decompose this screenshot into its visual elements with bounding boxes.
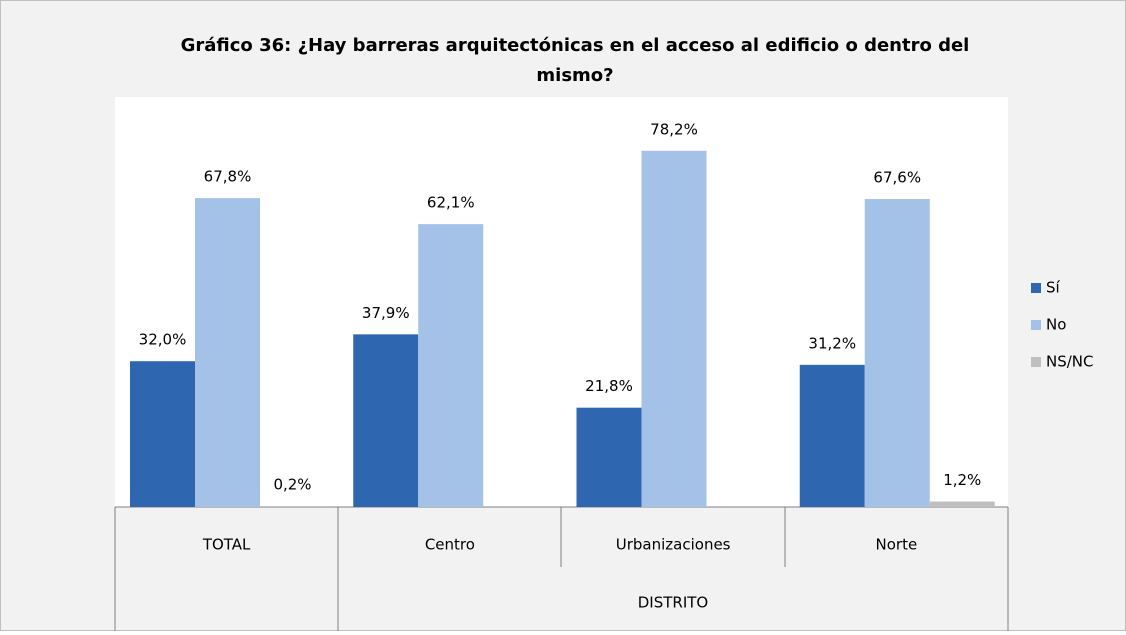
legend-label: Sí xyxy=(1046,279,1061,297)
data-label: 32,0% xyxy=(139,331,187,349)
bar xyxy=(864,199,930,508)
legend-swatch xyxy=(1031,283,1041,293)
x-tick-label: Norte xyxy=(876,536,918,554)
legend-swatch xyxy=(1031,357,1041,367)
chart-title: mismo? xyxy=(536,65,613,86)
bar xyxy=(576,407,642,507)
data-label: 67,6% xyxy=(873,169,921,187)
x-tick-label: Urbanizaciones xyxy=(616,536,731,554)
data-label: 31,2% xyxy=(808,334,856,352)
group-label: DISTRITO xyxy=(638,594,708,612)
legend-label: NS/NC xyxy=(1046,353,1094,371)
bar xyxy=(260,506,325,507)
bar xyxy=(418,224,484,507)
x-tick-label: TOTAL xyxy=(202,536,251,554)
bar xyxy=(353,334,419,507)
bar xyxy=(799,364,865,507)
legend-label: No xyxy=(1046,316,1066,334)
bar xyxy=(641,150,707,507)
data-label: 67,8% xyxy=(204,168,252,186)
data-label: 0,2% xyxy=(273,476,311,494)
data-label: 78,2% xyxy=(650,120,698,138)
bar xyxy=(195,198,260,507)
legend-swatch xyxy=(1031,320,1041,330)
chart-title: Gráfico 36: ¿Hay barreras arquitectónica… xyxy=(181,35,970,56)
data-label: 21,8% xyxy=(585,377,633,395)
data-label: 37,9% xyxy=(362,304,410,322)
data-label: 1,2% xyxy=(943,471,981,489)
data-label: 62,1% xyxy=(427,194,475,212)
bar xyxy=(130,361,195,507)
bar xyxy=(929,501,995,507)
x-tick-label: Centro xyxy=(425,536,475,554)
